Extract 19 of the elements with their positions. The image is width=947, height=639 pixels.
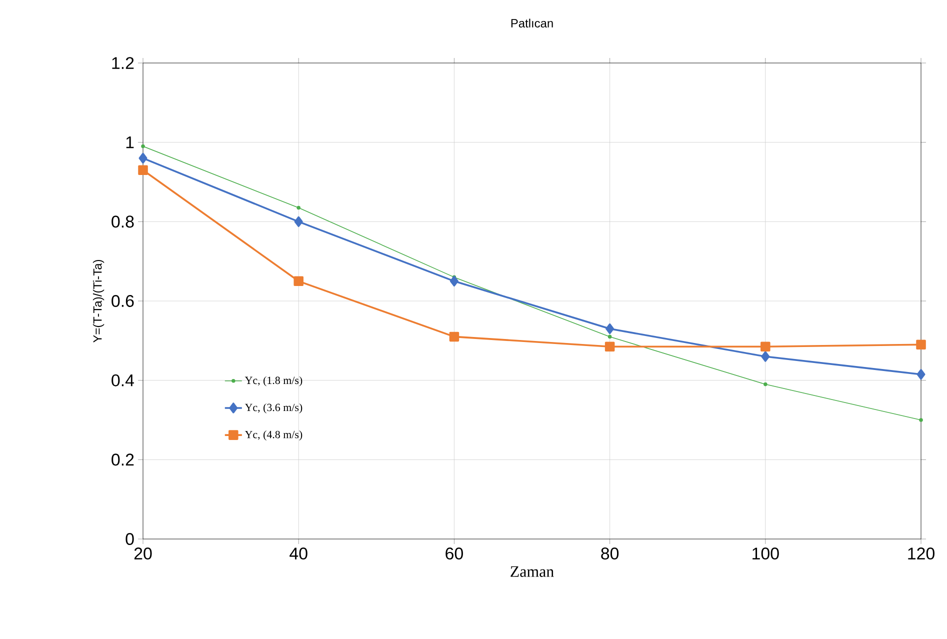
- legend-label: Yc, (3.6 m/s): [244, 403, 302, 414]
- x-axis-title: Zaman: [510, 566, 554, 577]
- y-tick-label: 1.2: [112, 57, 134, 69]
- y-tick-label: 0: [126, 533, 134, 545]
- legend-label: Yc, (1.8 m/s): [244, 376, 302, 386]
- y-tick-label: 0.4: [112, 374, 134, 386]
- legend-label: Yc, (4.8 m/s): [244, 430, 302, 440]
- y-tick-label: 1: [126, 136, 134, 148]
- y-tick-label: 0.8: [112, 216, 134, 228]
- x-tick-label: 20: [134, 548, 152, 560]
- y-tick-label: 0.2: [112, 454, 134, 466]
- x-tick-label: 100: [752, 548, 779, 560]
- chart-title: Patlıcan: [511, 18, 553, 28]
- y-tick-label: 0.6: [112, 295, 134, 307]
- x-tick-label: 40: [290, 548, 308, 560]
- x-tick-label: 60: [446, 548, 463, 560]
- x-tick-label: 80: [601, 548, 619, 560]
- y-axis-title: Y=(T-Ta)/(Ti-Ta): [92, 260, 104, 343]
- x-tick-label: 120: [908, 548, 934, 560]
